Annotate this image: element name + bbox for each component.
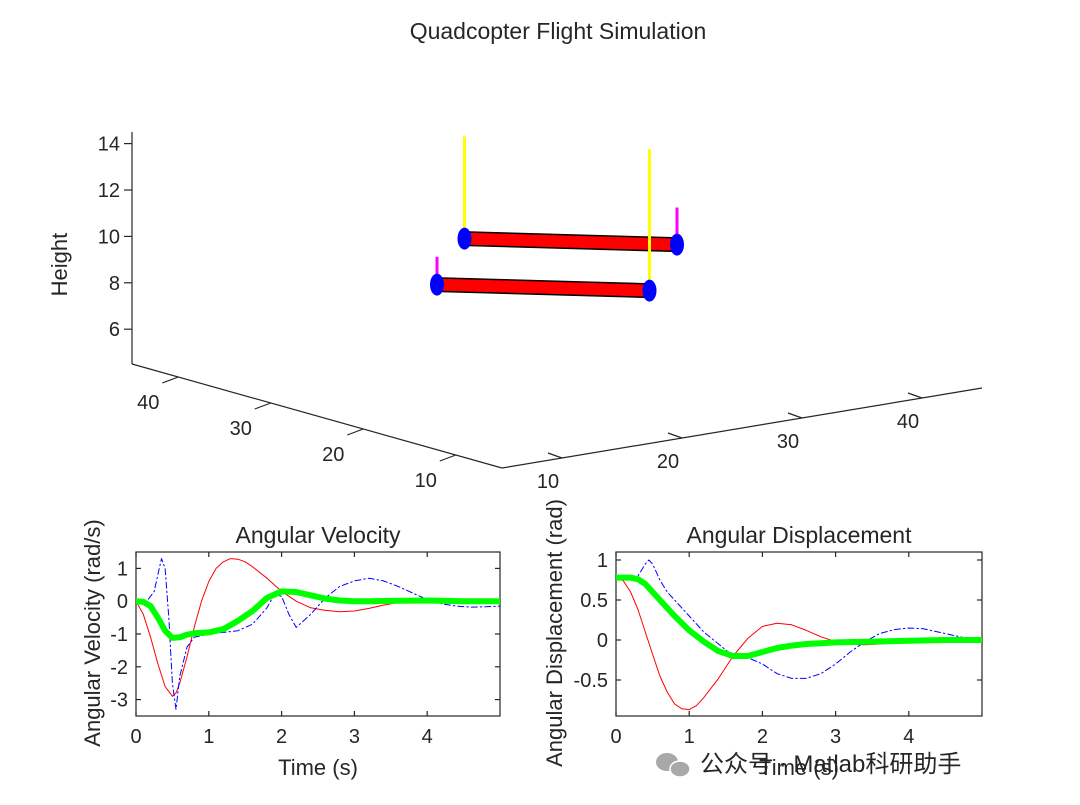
angular-velocity-title: Angular Velocity [236,522,401,548]
wechat-icon [656,753,691,778]
z-tick-label: 8 [109,273,120,295]
angular-displacement-xlabel: Time (s) [759,755,839,780]
y-tick [254,402,271,410]
angular-velocity-ylabel: Angular Velocity (rad/s) [80,519,105,746]
y-tick-label: 30 [230,418,252,440]
angular-displacement-x-tick-label: 1 [684,726,695,748]
angular-velocity-y-tick-label: -2 [110,657,128,679]
angular-velocity-xlabel: Time (s) [278,755,358,780]
angular-displacement-series-green [616,574,982,659]
rotor-0 [457,227,472,250]
x-tick-label: 20 [657,451,679,473]
angular-displacement-ylabel: Angular Displacement (rad) [542,499,567,767]
angular-velocity-x-tick-label: 1 [203,726,214,748]
rotor-1 [670,233,684,256]
angular-velocity-y-tick-label: 1 [117,558,128,580]
angular-displacement-title: Angular Displacement [686,522,912,548]
angular-velocity-x-tick-label: 4 [422,726,433,748]
angular-velocity-axes: Angular Velocity Time (s) Angular Veloci… [80,519,501,780]
y-tick [347,428,364,436]
angular-displacement-series-blue [616,559,982,679]
y-tick-label: 10 [415,470,437,492]
angular-displacement-y-tick-label: 1 [597,550,608,572]
angular-velocity-y-tick-label: -1 [110,624,128,646]
z-axis-label: Height [47,233,72,297]
arm-front [436,278,650,297]
angular-velocity-series-red [136,558,500,697]
arm-back [464,232,678,251]
x-tick-label: 30 [777,431,799,453]
angular-displacement-y-tick-label: -0.5 [574,670,608,692]
angular-displacement-x-tick-label: 4 [903,726,914,748]
x-tick [667,432,683,439]
x-tick [787,412,803,419]
rotor-3 [430,273,444,296]
angular-displacement-x-tick-label: 3 [830,726,841,748]
angular-velocity-series-green [136,588,500,641]
y-tick-label: 40 [137,392,159,414]
angular-displacement-x-tick-label: 2 [757,726,768,748]
angular-velocity-y-tick-label: 0 [117,591,128,613]
watermark-text: 公众号 · Matlab科研助手 [700,751,961,778]
angular-displacement-x-tick-label: 0 [610,726,621,748]
angular-velocity-x-tick-label: 2 [276,726,287,748]
angular-displacement-axes: Angular Displacement Time (s) Angular Di… [542,499,983,780]
x-tick-label: 10 [537,471,559,493]
angular-displacement-frame [615,551,983,717]
y-tick-label: 20 [322,444,344,466]
angular-velocity-x-tick-label: 0 [130,726,141,748]
x-tick [907,392,923,399]
y-axis-line [131,363,503,469]
3d-axes: 6 8 10 12 14 Height 10 20 30 40 10 20 30 40 [47,132,983,493]
z-tick-label: 10 [98,226,120,248]
z-tick-label: 12 [98,180,120,202]
angular-velocity-x-tick-label: 3 [349,726,360,748]
watermark: 公众号 · Matlab科研助手 [656,751,961,778]
x-tick [547,452,563,459]
x-tick-label: 40 [897,411,919,433]
y-tick [439,454,456,462]
rotor-2 [642,279,657,302]
angular-velocity-y-tick-label: -3 [110,690,128,712]
z-tick-label: 14 [98,134,120,156]
figure-title: Quadcopter Flight Simulation [410,18,707,44]
x-axis-line [501,387,983,469]
z-tick-label: 6 [109,319,120,341]
angular-displacement-y-tick-label: 0 [597,630,608,652]
angular-displacement-y-tick-label: 0.5 [580,590,608,612]
y-tick [162,376,179,384]
